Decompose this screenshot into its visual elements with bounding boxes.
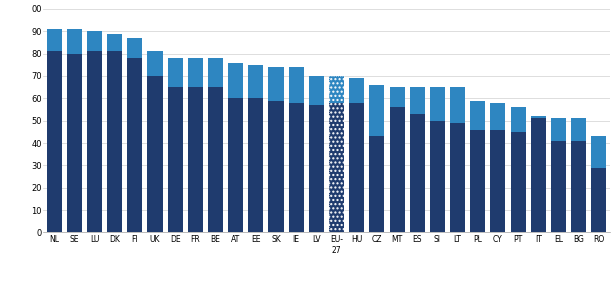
Bar bbox=[67, 29, 82, 54]
Bar bbox=[289, 103, 304, 232]
Bar bbox=[389, 107, 405, 232]
Bar bbox=[490, 130, 506, 232]
Bar bbox=[551, 119, 566, 141]
Bar bbox=[430, 121, 445, 232]
Bar bbox=[248, 65, 264, 98]
Bar bbox=[490, 103, 506, 130]
Bar bbox=[349, 78, 364, 103]
Bar bbox=[87, 52, 102, 232]
Bar bbox=[329, 76, 344, 232]
Bar bbox=[168, 58, 183, 87]
Bar bbox=[571, 141, 586, 232]
Bar bbox=[591, 136, 606, 167]
Bar bbox=[269, 101, 283, 232]
Bar bbox=[430, 87, 445, 121]
Bar bbox=[370, 136, 384, 232]
Bar bbox=[228, 98, 243, 232]
Bar bbox=[47, 29, 62, 52]
Bar bbox=[228, 63, 243, 98]
Bar bbox=[248, 98, 264, 232]
Bar bbox=[530, 116, 546, 119]
Bar bbox=[188, 87, 203, 232]
Bar bbox=[551, 141, 566, 232]
Bar bbox=[571, 119, 586, 141]
Bar bbox=[309, 76, 324, 105]
Bar bbox=[107, 52, 123, 232]
Bar bbox=[208, 58, 223, 87]
Bar bbox=[107, 34, 123, 52]
Bar bbox=[188, 58, 203, 87]
Bar bbox=[389, 87, 405, 107]
Bar bbox=[450, 87, 465, 123]
Bar bbox=[168, 87, 183, 232]
Bar bbox=[329, 103, 344, 232]
Bar bbox=[530, 119, 546, 232]
Bar bbox=[147, 76, 163, 232]
Bar bbox=[309, 105, 324, 232]
Bar bbox=[410, 87, 425, 114]
Bar bbox=[67, 54, 82, 232]
Bar bbox=[450, 123, 465, 232]
Bar bbox=[128, 38, 142, 58]
Bar bbox=[47, 52, 62, 232]
Bar bbox=[470, 101, 485, 130]
Bar bbox=[269, 67, 283, 101]
Bar bbox=[470, 130, 485, 232]
Bar bbox=[511, 107, 525, 132]
Bar bbox=[370, 85, 384, 136]
Bar bbox=[289, 67, 304, 103]
Bar bbox=[410, 114, 425, 232]
Bar bbox=[329, 76, 344, 103]
Bar bbox=[128, 58, 142, 232]
Bar bbox=[591, 167, 606, 232]
Bar bbox=[349, 103, 364, 232]
Bar bbox=[208, 87, 223, 232]
Bar bbox=[87, 31, 102, 52]
Bar bbox=[511, 132, 525, 232]
Bar bbox=[147, 51, 163, 76]
